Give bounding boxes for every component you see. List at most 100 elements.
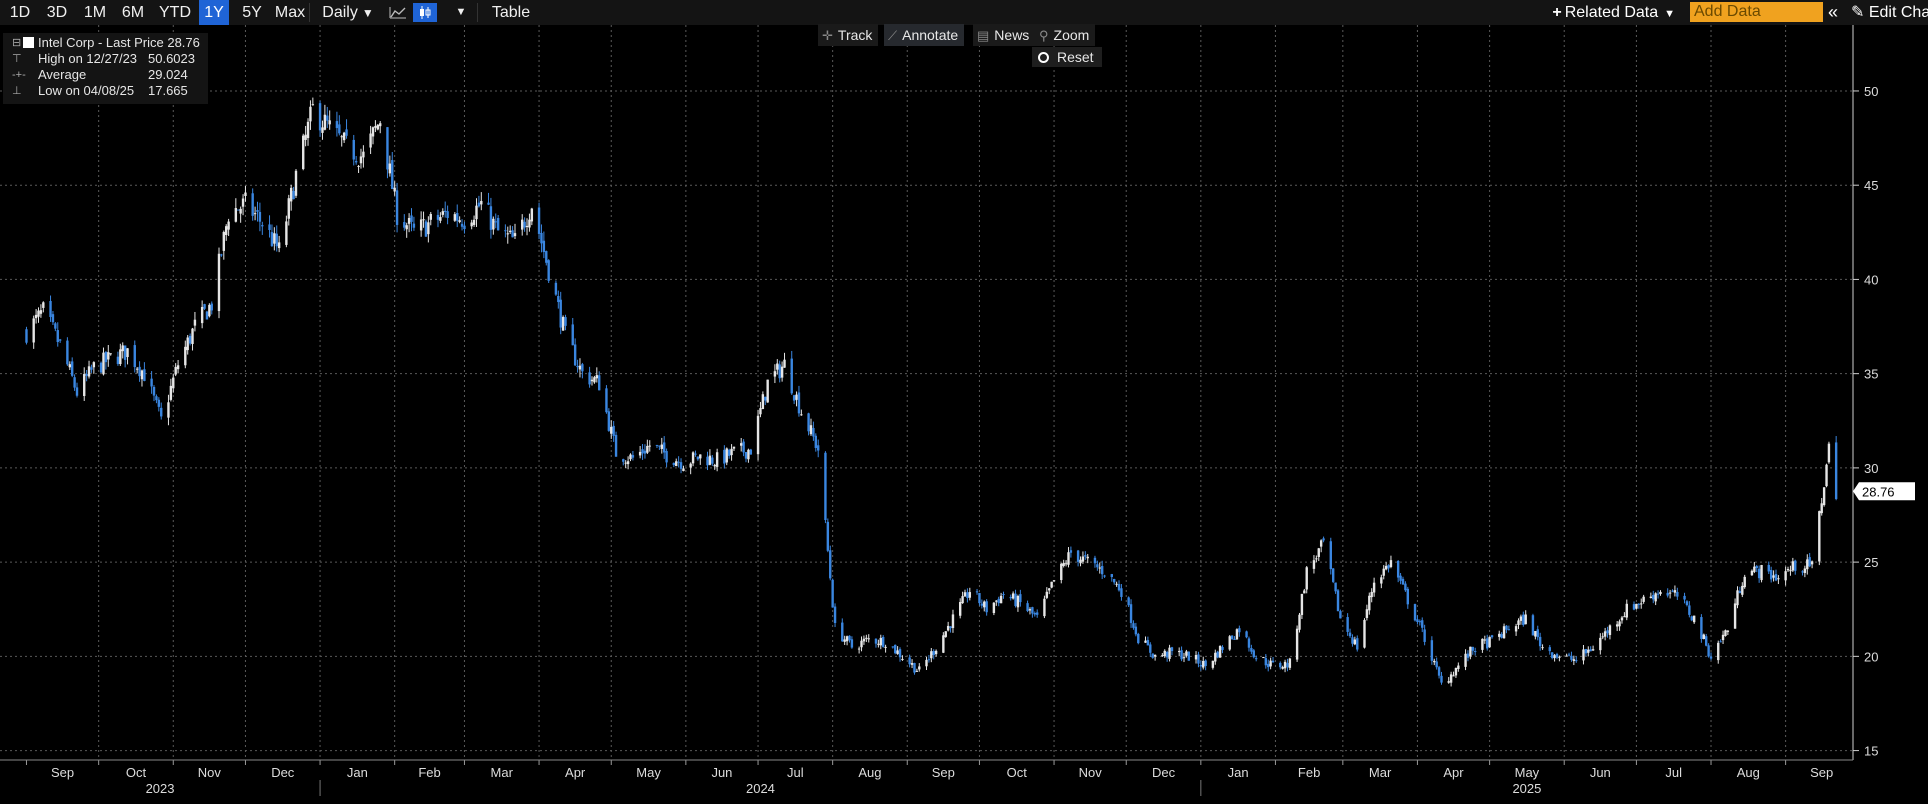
- candle: [241, 194, 245, 216]
- zoom-label: Zoom: [1053, 27, 1090, 43]
- candle: [342, 131, 346, 143]
- range-button-6m[interactable]: 6M: [121, 4, 145, 21]
- candle: [530, 207, 534, 226]
- candle: [244, 185, 247, 202]
- candle: [862, 635, 866, 645]
- frequency-dropdown[interactable]: Daily ▼: [318, 0, 378, 25]
- candle: [492, 216, 495, 235]
- reset-button[interactable]: Reset: [1032, 47, 1102, 67]
- candle: [210, 301, 213, 315]
- candle: [662, 436, 666, 459]
- candle: [191, 327, 194, 351]
- range-button-1y[interactable]: 1Y: [199, 0, 229, 25]
- x-tick-label: Jul: [787, 765, 804, 780]
- candle: [1235, 628, 1239, 640]
- candle: [571, 317, 574, 346]
- candle: [1002, 591, 1005, 599]
- candle: [1632, 601, 1636, 611]
- candlestick-icon[interactable]: [413, 3, 437, 22]
- candle: [744, 452, 748, 463]
- candle: [496, 215, 500, 231]
- legend-security-row[interactable]: ⊟ Intel Corp - Last Price 28.76: [3, 35, 208, 51]
- edit-chart-button[interactable]: ✎ Edit Cha: [1851, 0, 1928, 25]
- candle: [879, 634, 882, 650]
- add-data-input[interactable]: [1690, 2, 1823, 22]
- range-button-max[interactable]: Max: [274, 4, 306, 21]
- candle: [1498, 630, 1501, 641]
- annotate-tool[interactable]: ⟋ Annotate: [884, 24, 965, 46]
- candle: [910, 659, 914, 669]
- news-tool[interactable]: ▤ News: [973, 24, 1036, 46]
- candle: [1620, 615, 1624, 624]
- candle: [1197, 651, 1200, 668]
- candle: [1519, 614, 1523, 625]
- candle: [1356, 635, 1359, 652]
- legend-high-value: 50.6023: [148, 51, 195, 66]
- x-tick-label: Jan: [1228, 765, 1249, 780]
- legend-high-row: ⊤ High on 12/27/23 50.6023: [3, 51, 208, 67]
- candle: [1502, 623, 1506, 639]
- candle: [39, 304, 43, 318]
- zoom-tool[interactable]: ⚲ Zoom: [1035, 24, 1096, 46]
- range-button-3d[interactable]: 3D: [46, 4, 68, 21]
- range-button-1m[interactable]: 1M: [83, 4, 107, 21]
- candle: [1031, 606, 1034, 618]
- candle: [932, 649, 935, 660]
- related-data-dropdown[interactable]: + Related Data ▼: [1552, 0, 1675, 25]
- candle: [407, 213, 411, 233]
- line-chart-icon[interactable]: [386, 3, 410, 22]
- candle: [1738, 586, 1742, 594]
- candle: [1286, 658, 1289, 672]
- candle: [629, 453, 632, 462]
- candle: [135, 366, 139, 374]
- candle: [918, 663, 921, 672]
- pencil-icon: ✎: [1851, 4, 1865, 21]
- candle: [1187, 651, 1191, 661]
- candle: [1705, 633, 1708, 647]
- candle: [1654, 592, 1657, 606]
- candle: [1389, 555, 1393, 569]
- candle: [126, 348, 129, 365]
- candle: [25, 326, 28, 345]
- candle: [1009, 594, 1012, 601]
- candle: [997, 596, 1000, 607]
- last-price-marker: 28.76: [1853, 482, 1915, 501]
- candle: [427, 216, 430, 243]
- candle: [352, 134, 355, 166]
- chart-background: [0, 25, 1928, 804]
- candle: [34, 309, 38, 324]
- range-button-1d[interactable]: 1D: [9, 4, 31, 21]
- candle: [359, 148, 363, 169]
- double-chevron-left-icon[interactable]: «: [1828, 2, 1839, 22]
- candle: [167, 394, 170, 426]
- candle: [444, 201, 447, 218]
- candle: [287, 194, 290, 226]
- candle: [1204, 659, 1207, 671]
- dropdown-caret-icon[interactable]: ▼: [455, 6, 467, 18]
- candle: [812, 421, 815, 441]
- candle: [1743, 574, 1746, 589]
- legend-average-value: 29.024: [148, 67, 188, 82]
- candle: [357, 164, 360, 173]
- candle: [1117, 580, 1121, 592]
- candle: [1582, 644, 1585, 665]
- table-button[interactable]: Table: [491, 4, 531, 21]
- candle: [1416, 615, 1419, 625]
- candle: [1230, 635, 1234, 640]
- candle: [306, 118, 310, 146]
- candle: [1615, 621, 1619, 632]
- candle: [1483, 635, 1487, 644]
- range-button-5y[interactable]: 5Y: [242, 4, 262, 21]
- candle: [1700, 614, 1703, 643]
- candle: [419, 211, 423, 237]
- candle: [1115, 581, 1118, 587]
- candle: [184, 340, 187, 369]
- y-tick-label: 20: [1864, 649, 1878, 664]
- candle: [506, 226, 509, 244]
- candle: [537, 202, 541, 240]
- track-tool[interactable]: ✛ Track: [818, 24, 879, 46]
- candle: [1177, 647, 1181, 657]
- candle: [200, 300, 204, 329]
- range-button-ytd[interactable]: YTD: [159, 4, 191, 21]
